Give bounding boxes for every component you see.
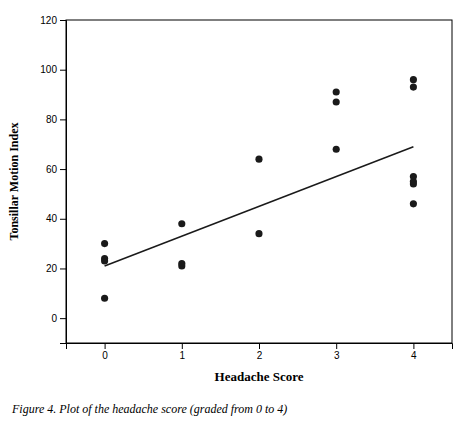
scatter-point <box>178 260 185 267</box>
y-axis-tick-mark <box>60 318 66 319</box>
x-axis-tick-mark <box>105 343 106 349</box>
x-axis-tick-mark <box>336 343 337 349</box>
scatter-point <box>255 230 262 237</box>
x-axis-tick-label: 0 <box>102 350 108 361</box>
y-axis-tick: 120 <box>40 15 66 26</box>
x-axis: 0 1 2 3 4 <box>67 343 453 361</box>
x-axis-tick: 3 <box>334 343 340 361</box>
scatter-point <box>255 156 262 163</box>
x-axis-tick: 2 <box>257 343 263 361</box>
y-axis-tick-label: 80 <box>46 114 58 125</box>
y-axis-tick-label: 60 <box>46 164 58 175</box>
y-axis-tick: 60 <box>46 164 66 175</box>
y-axis-tick-label: 120 <box>40 15 57 26</box>
plot-frame <box>66 20 452 343</box>
y-axis-title: Tonsillar Motion Index <box>7 122 21 240</box>
scatter-point <box>410 173 417 180</box>
y-axis-tick-mark <box>60 219 66 220</box>
x-axis-tick-label: 3 <box>334 350 340 361</box>
x-axis-tick-label: 1 <box>180 350 186 361</box>
y-axis-tick-label: 20 <box>46 263 58 274</box>
chart: 01234020406080100120Headache ScoreTonsil… <box>0 0 474 425</box>
x-axis-tick: 4 <box>411 343 417 361</box>
regression-line <box>105 147 414 266</box>
y-axis-tick-mark <box>60 70 66 71</box>
x-axis-tick: 0 <box>102 343 108 361</box>
x-axis-tick-label: 4 <box>411 350 417 361</box>
x-axis-tick-mark <box>182 343 183 349</box>
scatter-point <box>410 76 417 83</box>
x-axis-tick-label: 2 <box>257 350 263 361</box>
scatter-point <box>333 98 340 105</box>
y-axis-tick-label: 40 <box>46 213 58 224</box>
scatter-point <box>333 146 340 153</box>
x-axis-title: Headache Score <box>215 369 304 384</box>
x-axis-tick: 1 <box>180 343 186 361</box>
caption: Figure 4. Plot of the headache score (gr… <box>11 402 287 416</box>
y-axis-tick: 80 <box>46 114 66 125</box>
y-axis-tick: 0 <box>51 313 66 324</box>
scatter-point <box>101 240 108 247</box>
y-axis-tick: 40 <box>46 213 66 224</box>
y-axis: 0 20 40 60 80 100 120 <box>40 15 66 344</box>
y-axis-tick-mark <box>60 268 66 269</box>
plot: 01234020406080100120 <box>40 15 452 361</box>
data-marks <box>101 76 417 302</box>
x-axis-tick-mark <box>413 343 414 349</box>
scatter-point <box>333 88 340 95</box>
y-axis-tick: 100 <box>40 64 66 75</box>
y-axis-line <box>60 21 67 344</box>
y-axis-tick-label: 0 <box>51 313 57 324</box>
y-axis-tick-mark <box>60 20 66 21</box>
x-axis-line <box>67 344 453 350</box>
y-axis-tick: 20 <box>46 263 66 274</box>
scatter-point <box>410 200 417 207</box>
scatter-point <box>410 84 417 91</box>
y-axis-tick-mark <box>60 119 66 120</box>
scatter-point <box>101 295 108 302</box>
x-axis-tick-mark <box>259 343 260 349</box>
y-axis-tick-mark <box>60 169 66 170</box>
y-axis-tick-label: 100 <box>40 64 57 75</box>
scatter-point <box>101 255 108 262</box>
scatter-point <box>178 220 185 227</box>
